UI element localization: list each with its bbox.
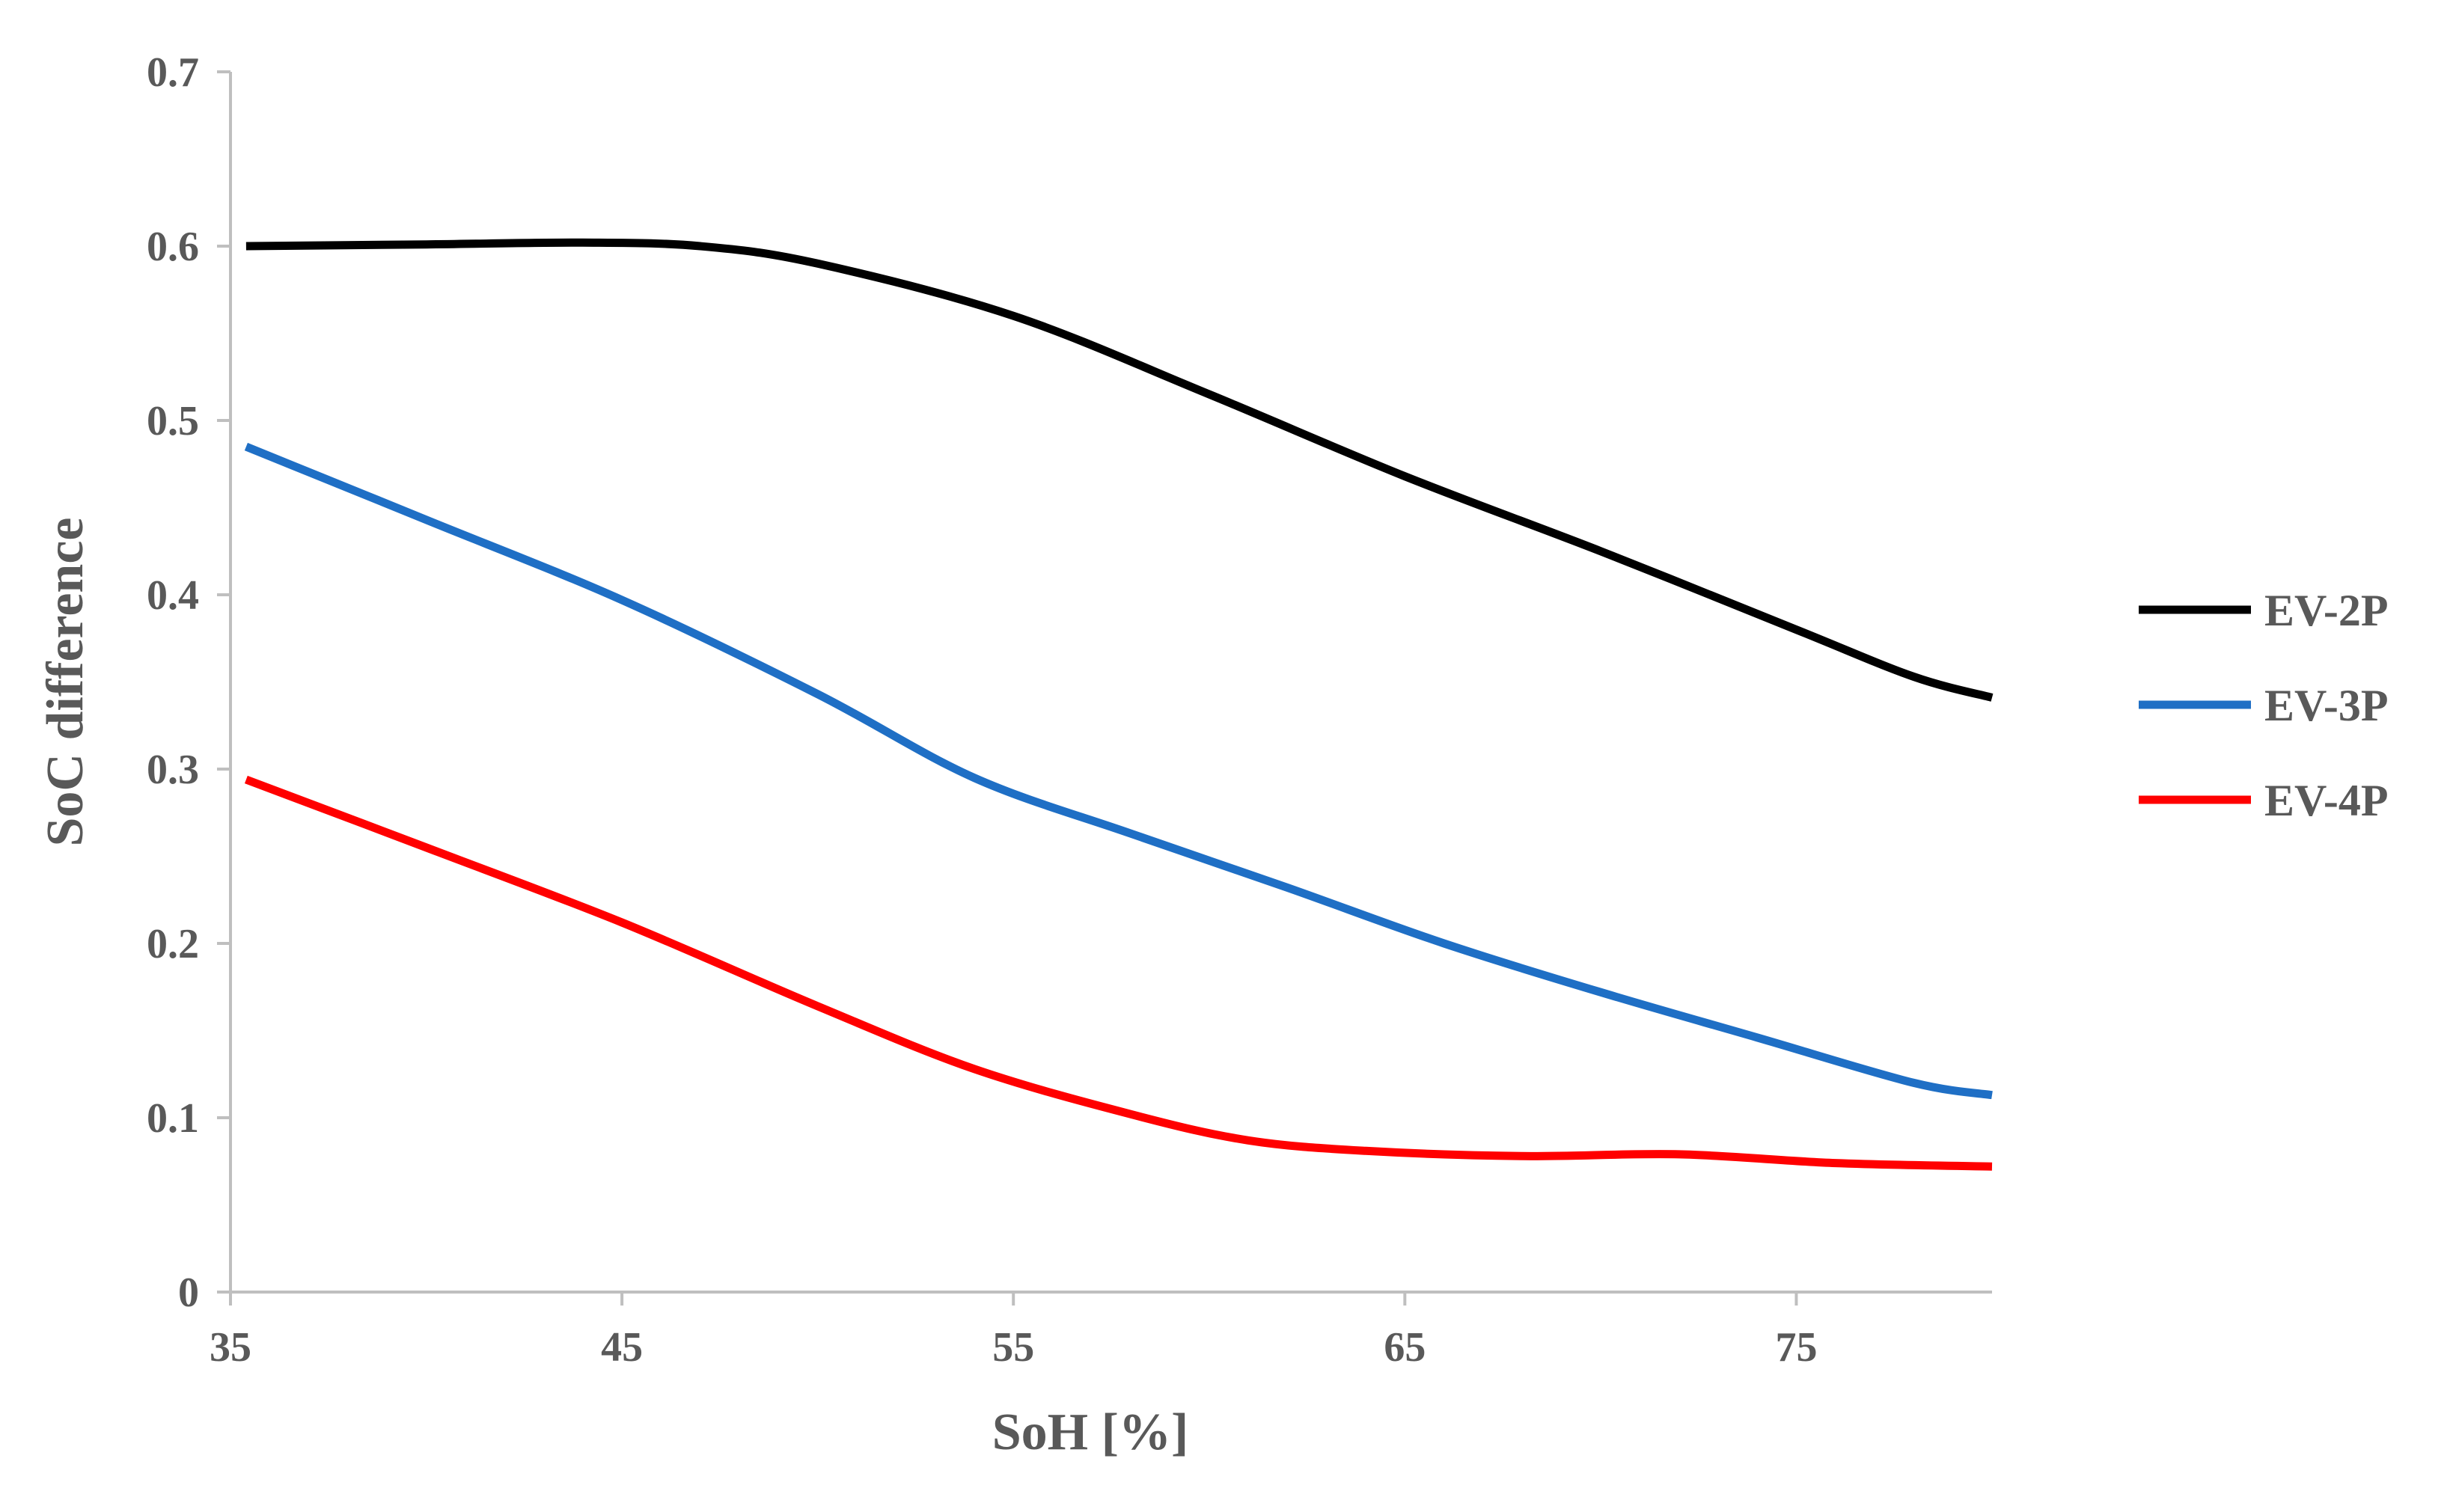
x-tick-label: 45 [601,1324,643,1371]
y-tick-label: 0.6 [147,224,199,270]
legend-label: EV-2P [2264,586,2389,635]
y-tick-label: 0.2 [147,921,199,967]
legend: EV-2P EV-3P EV-4P [2139,586,2389,825]
series [244,238,1994,1171]
y-tick-label: 0.5 [147,398,199,444]
x-tick-label: 65 [1384,1324,1426,1371]
x-ticks: 35 45 55 65 75 [210,1292,1817,1371]
series-line-ev-2p [245,238,1994,702]
x-tick-label: 35 [210,1324,251,1371]
axes [229,72,1992,1294]
legend-item: EV-3P [2139,681,2389,730]
y-tick-label: 0.3 [147,747,199,793]
x-tick-label: 75 [1775,1324,1817,1371]
y-tick-label: 0.7 [147,49,199,96]
x-tick-label: 55 [992,1324,1034,1371]
y-ticks: 0 0.1 0.2 0.3 0.4 0.5 0.6 0.7 [147,49,230,1316]
series-line-ev-4p [244,775,1993,1171]
y-axis-title: SoC difference [37,518,94,847]
legend-item: EV-4P [2139,776,2389,825]
legend-label: EV-3P [2264,681,2389,730]
legend-label: EV-4P [2264,776,2389,825]
series-line-ev-3p [244,442,1993,1100]
legend-item: EV-2P [2139,586,2389,635]
y-tick-label: 0.1 [147,1095,199,1142]
y-tick-label: 0.4 [147,572,199,619]
y-tick-label: 0 [178,1270,199,1316]
x-axis-title: SoH [%] [992,1404,1189,1461]
